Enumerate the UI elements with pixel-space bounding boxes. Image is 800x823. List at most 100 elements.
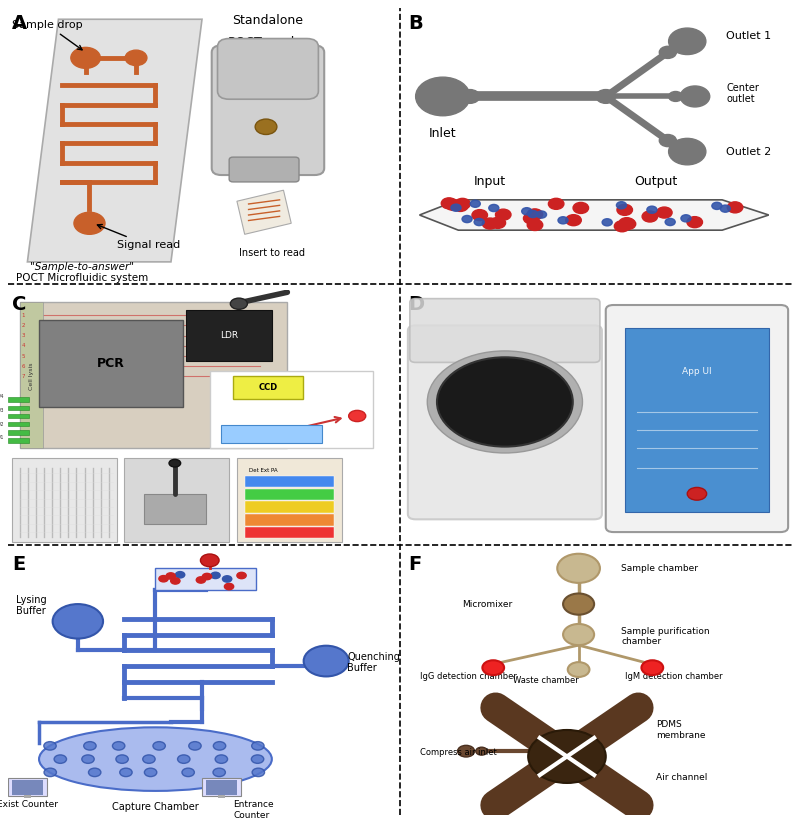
Circle shape (470, 200, 480, 207)
Text: V4: V4 (0, 394, 4, 399)
Circle shape (712, 202, 722, 209)
Circle shape (116, 755, 128, 764)
Circle shape (74, 212, 105, 235)
Circle shape (349, 411, 366, 421)
Circle shape (568, 663, 590, 677)
Circle shape (454, 198, 470, 209)
Circle shape (169, 459, 181, 467)
Text: Micromixer: Micromixer (462, 600, 513, 608)
Circle shape (659, 134, 676, 146)
Bar (155, 569, 256, 589)
Text: 4: 4 (22, 343, 26, 348)
Circle shape (665, 218, 675, 226)
FancyBboxPatch shape (606, 305, 788, 532)
Circle shape (189, 742, 201, 750)
Circle shape (224, 584, 234, 590)
Circle shape (170, 578, 180, 584)
Circle shape (222, 576, 232, 582)
Polygon shape (186, 310, 272, 361)
Circle shape (142, 755, 155, 764)
Circle shape (727, 202, 742, 213)
Circle shape (659, 46, 676, 58)
Text: Sample chamber: Sample chamber (622, 564, 698, 573)
Bar (625, 328, 769, 512)
Bar (202, 778, 241, 796)
Text: Compress air inlet: Compress air inlet (419, 748, 496, 757)
Circle shape (620, 218, 636, 230)
Circle shape (458, 746, 474, 757)
Circle shape (211, 572, 220, 579)
Circle shape (54, 755, 66, 764)
Circle shape (202, 574, 212, 579)
Circle shape (255, 119, 277, 134)
Text: Det Ext PA: Det Ext PA (249, 468, 277, 473)
Text: LDR: LDR (220, 331, 238, 340)
Text: Capture Chamber: Capture Chamber (112, 802, 199, 812)
Circle shape (182, 768, 194, 777)
Circle shape (416, 77, 470, 116)
Circle shape (427, 351, 582, 453)
Circle shape (617, 202, 626, 209)
Circle shape (680, 86, 710, 107)
Circle shape (619, 217, 634, 229)
Bar (210, 371, 373, 448)
Bar (206, 780, 237, 795)
Circle shape (214, 742, 226, 750)
Text: Standalone: Standalone (233, 14, 303, 26)
Circle shape (252, 768, 265, 777)
Bar (233, 376, 303, 399)
Text: IgM detection chamber: IgM detection chamber (625, 672, 722, 681)
Circle shape (252, 742, 264, 750)
Circle shape (472, 210, 487, 221)
Text: F: F (408, 555, 421, 574)
Circle shape (125, 50, 147, 66)
Text: PCR: PCR (97, 357, 125, 370)
Circle shape (614, 221, 630, 232)
Bar (12, 780, 43, 795)
Circle shape (573, 202, 589, 213)
Circle shape (522, 207, 532, 215)
Circle shape (215, 755, 227, 764)
Bar (237, 458, 342, 542)
Text: A: A (12, 14, 27, 33)
Text: Waste chamber: Waste chamber (513, 676, 578, 685)
Circle shape (669, 91, 682, 101)
Bar (245, 514, 334, 526)
Circle shape (144, 768, 157, 777)
Circle shape (213, 768, 226, 777)
Circle shape (495, 209, 511, 221)
Circle shape (44, 768, 57, 777)
Text: 2: 2 (22, 323, 26, 328)
Circle shape (681, 215, 691, 222)
FancyBboxPatch shape (408, 325, 602, 519)
Circle shape (460, 90, 480, 104)
Circle shape (596, 90, 615, 104)
Text: 1: 1 (22, 313, 26, 318)
Bar (144, 494, 206, 524)
Circle shape (482, 218, 498, 229)
Circle shape (453, 201, 468, 212)
Bar (8, 430, 30, 435)
Circle shape (528, 730, 606, 783)
Circle shape (120, 768, 132, 777)
Text: Input: Input (474, 174, 506, 188)
Bar (245, 489, 334, 500)
Text: Cell lysis: Cell lysis (29, 363, 34, 390)
Circle shape (446, 199, 461, 211)
Circle shape (523, 213, 539, 224)
Circle shape (89, 768, 101, 777)
Circle shape (563, 624, 594, 645)
Bar (222, 425, 322, 443)
Circle shape (490, 217, 506, 228)
Text: Exist Counter: Exist Counter (0, 800, 58, 809)
Text: App UI: App UI (682, 367, 712, 376)
Bar (245, 527, 334, 538)
Circle shape (482, 660, 504, 675)
Text: PDMS
membrane: PDMS membrane (656, 720, 706, 740)
Circle shape (642, 211, 658, 222)
Circle shape (82, 755, 94, 764)
Ellipse shape (39, 728, 272, 791)
Text: Inlet: Inlet (429, 127, 457, 140)
Circle shape (602, 219, 612, 226)
Circle shape (537, 211, 546, 218)
